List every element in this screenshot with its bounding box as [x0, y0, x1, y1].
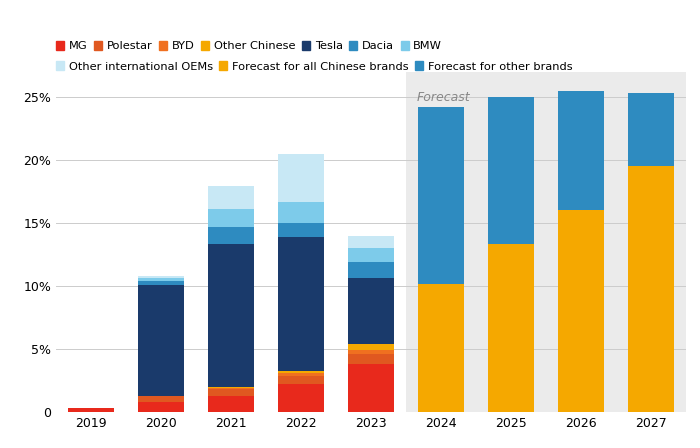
Bar [349, 248, 393, 262]
Bar [209, 396, 253, 412]
Bar [139, 279, 183, 281]
Bar [279, 202, 323, 223]
Bar [406, 72, 686, 412]
Bar [139, 281, 183, 285]
Bar [279, 223, 323, 237]
Bar [629, 166, 673, 412]
Bar [349, 262, 393, 279]
Bar [279, 375, 323, 384]
Bar [349, 350, 393, 354]
Bar [209, 387, 253, 388]
Bar [349, 279, 393, 344]
Bar [139, 276, 183, 279]
Bar [629, 93, 673, 166]
Bar [209, 245, 253, 387]
Bar [209, 388, 253, 389]
Bar [279, 373, 323, 375]
Bar [419, 107, 463, 284]
Bar [139, 396, 183, 402]
Bar [559, 211, 603, 412]
Legend: Other international OEMs, Forecast for all Chinese brands, Forecast for other br: Other international OEMs, Forecast for a… [56, 61, 573, 72]
Bar [139, 285, 183, 396]
Bar [209, 227, 253, 245]
Bar [349, 354, 393, 364]
Bar [489, 97, 533, 245]
Bar [349, 364, 393, 412]
Bar [279, 154, 323, 202]
Bar [279, 384, 323, 412]
Bar [419, 284, 463, 412]
Bar [349, 344, 393, 350]
Bar [489, 245, 533, 412]
Text: Forecast: Forecast [416, 90, 470, 103]
Bar [139, 402, 183, 412]
Bar [209, 389, 253, 396]
Bar [279, 370, 323, 373]
Bar [559, 90, 603, 211]
Bar [209, 209, 253, 227]
Bar [69, 409, 113, 412]
Bar [349, 236, 393, 248]
Bar [209, 186, 253, 209]
Bar [279, 237, 323, 370]
